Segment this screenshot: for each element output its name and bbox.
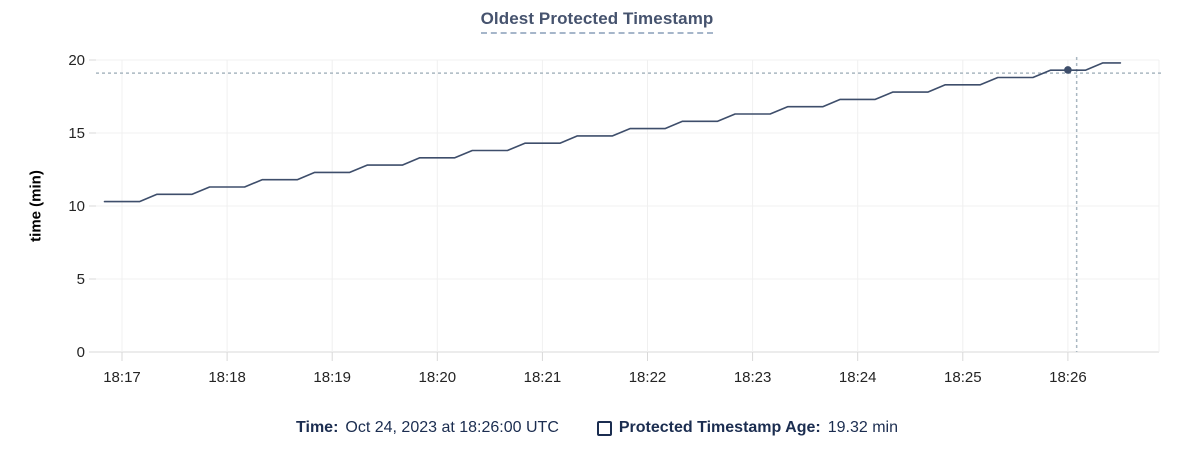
legend-series-value: 19.32 min — [827, 419, 898, 436]
y-tick-label: 15 — [68, 125, 85, 142]
chart-title[interactable]: Oldest Protected Timestamp — [480, 9, 714, 34]
legend-time-label: Time: — [296, 419, 339, 436]
x-tick-label: 18:25 — [944, 369, 982, 386]
x-tick-label: 18:23 — [734, 369, 772, 386]
x-tick-label: 18:21 — [524, 369, 562, 386]
y-tick-label: 20 — [68, 52, 85, 69]
x-tick-label: 18:20 — [419, 369, 457, 386]
hover-point-marker — [1064, 66, 1072, 74]
x-tick-label: 18:24 — [839, 369, 877, 386]
chart-title-row: Oldest Protected Timestamp — [0, 9, 1194, 34]
x-tick-label: 18:26 — [1049, 369, 1087, 386]
x-tick-label: 18:22 — [629, 369, 667, 386]
legend-item-protected-timestamp-age[interactable]: Protected Timestamp Age: 19.32 min — [596, 417, 898, 439]
legend-time-value: Oct 24, 2023 at 18:26:00 UTC — [345, 419, 559, 436]
y-tick-label: 0 — [77, 344, 85, 361]
chart-legend: Time: Oct 24, 2023 at 18:26:00 UTC Prote… — [0, 417, 1194, 439]
series-line-protected-timestamp-age — [103, 62, 1122, 203]
x-tick-label: 18:17 — [103, 369, 141, 386]
legend-series-checkbox-icon — [596, 420, 612, 436]
x-tick-label: 18:18 — [208, 369, 246, 386]
y-tick-label: 5 — [77, 271, 85, 288]
chart-plot-area[interactable]: 0 5 10 15 20 18:17 18:18 18:19 18:20 18:21 18:22 18… — [0, 0, 1194, 400]
legend-series-label: Protected Timestamp Age: — [618, 419, 821, 436]
y-tick-label: 10 — [68, 198, 85, 215]
x-tick-label: 18:19 — [313, 369, 351, 386]
